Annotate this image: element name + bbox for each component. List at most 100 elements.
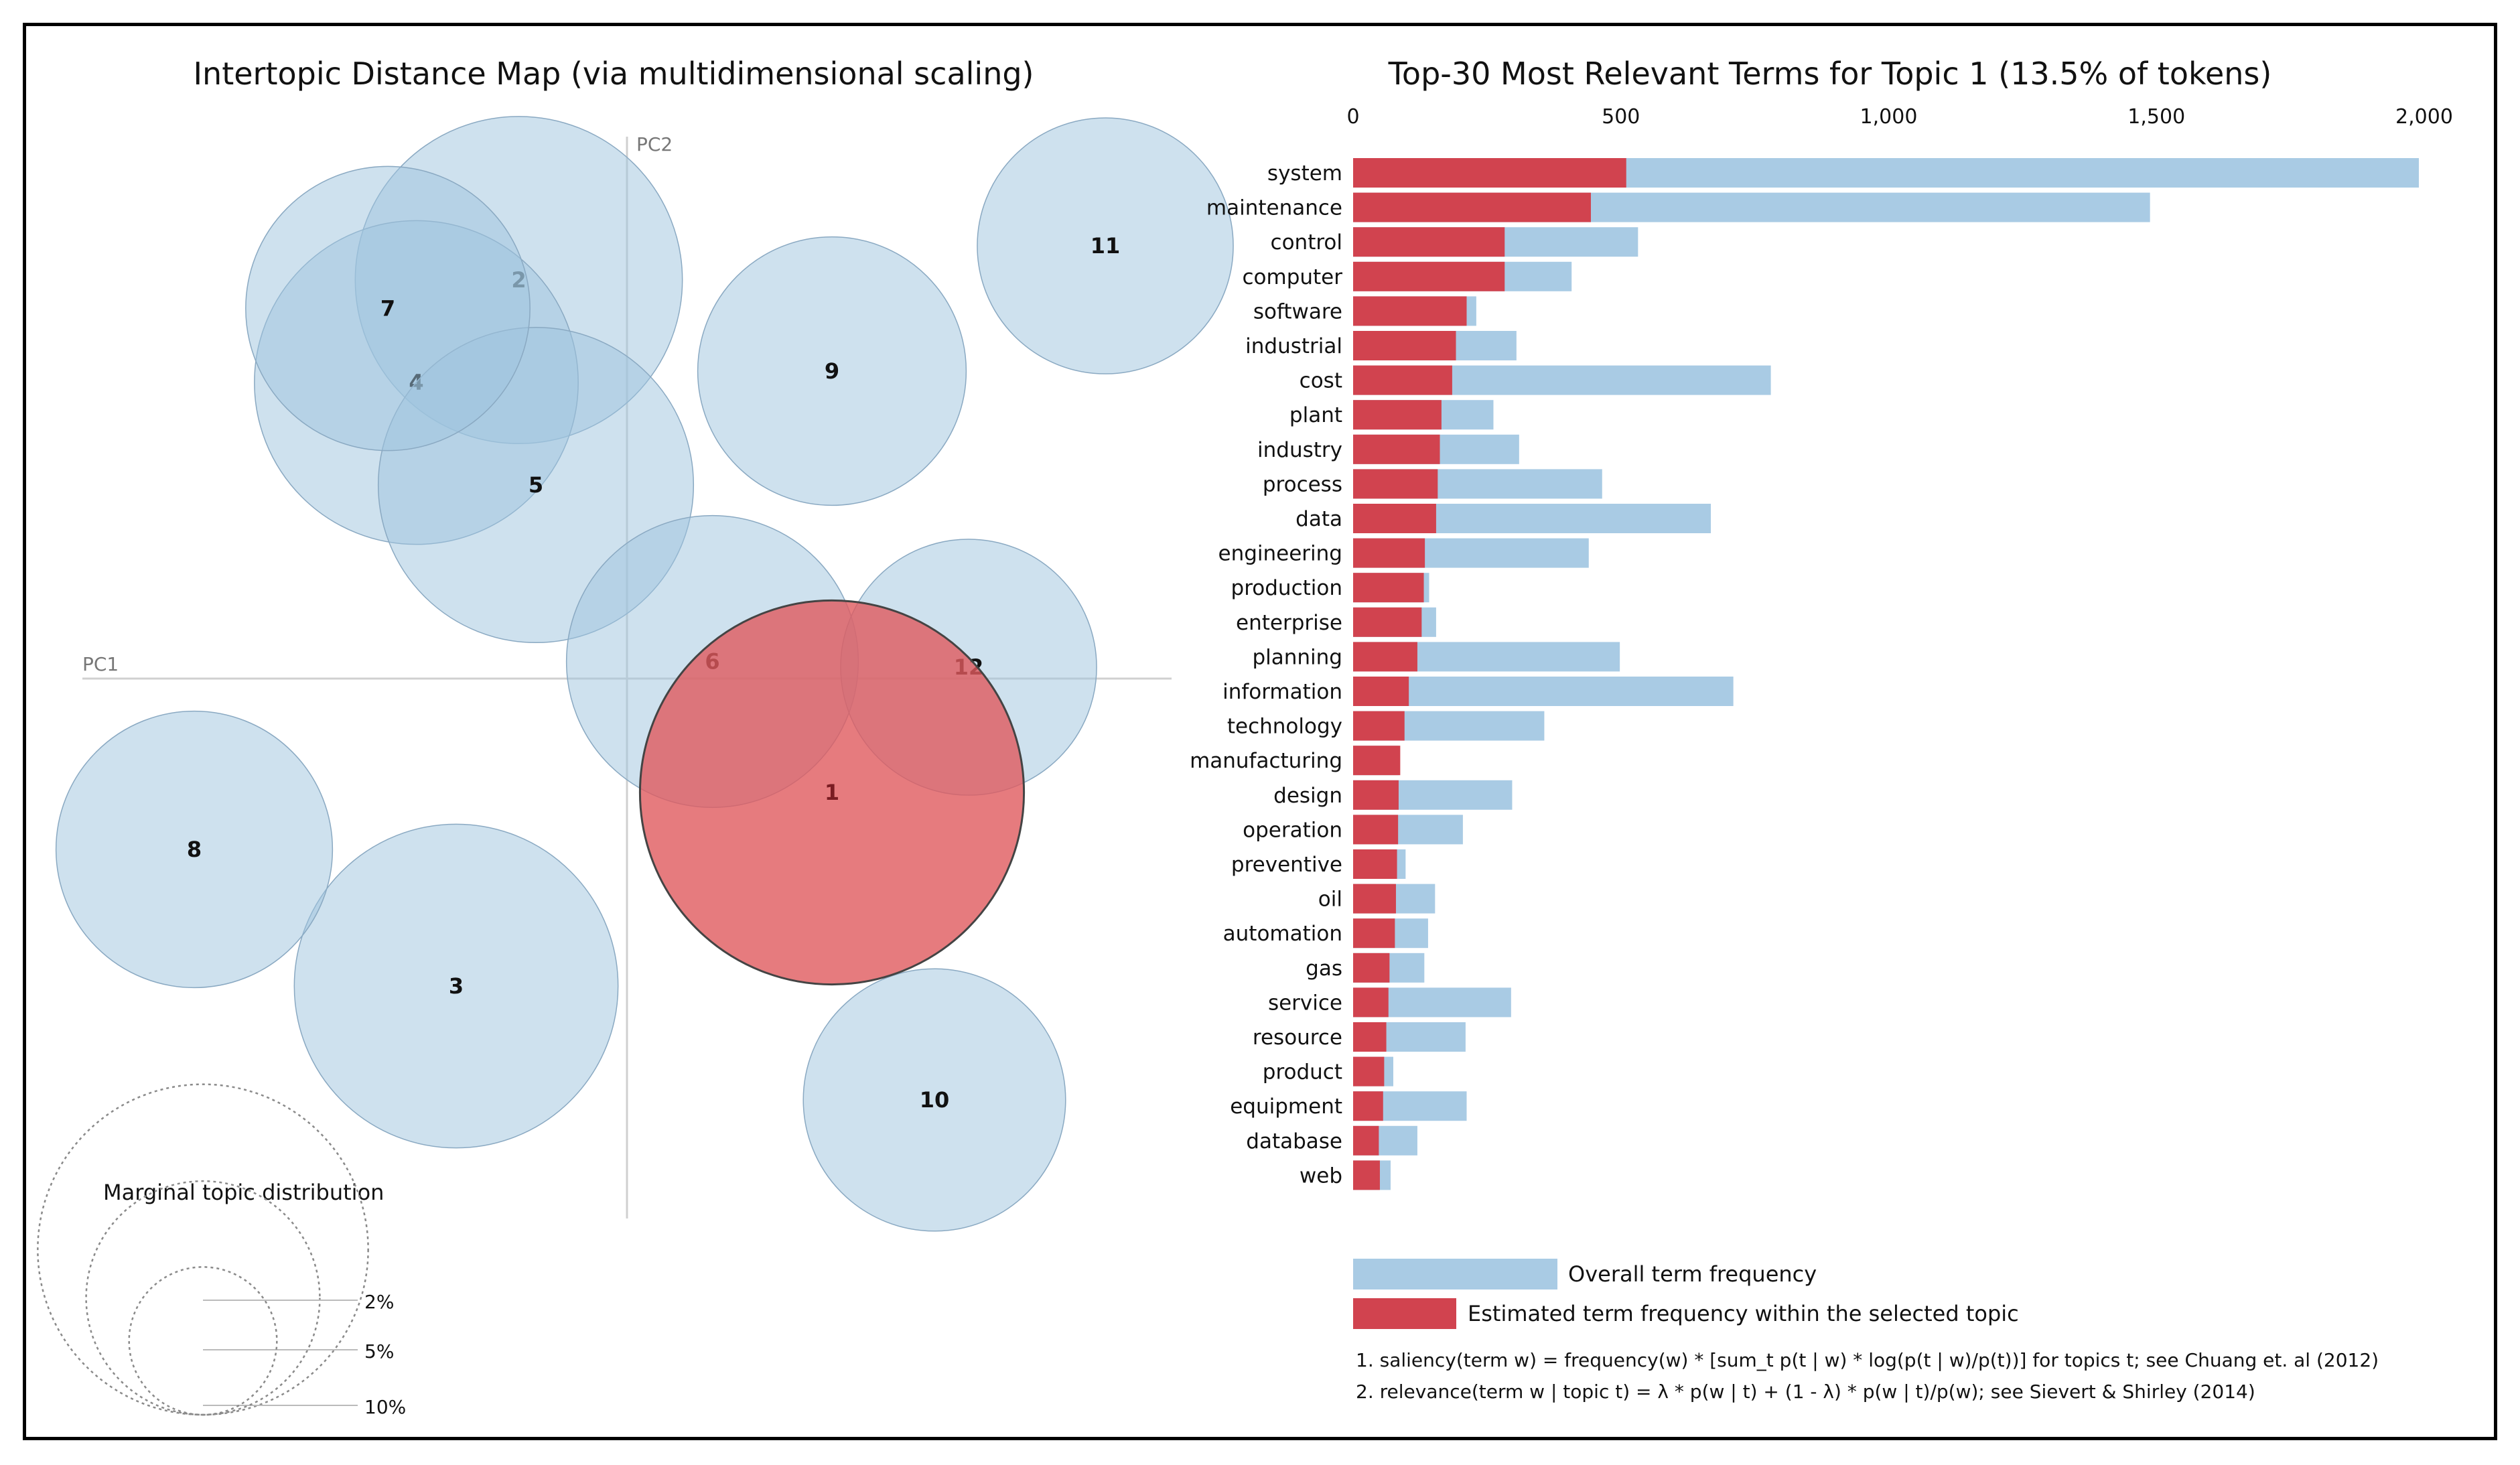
term-row-automation[interactable]: automation [1223, 918, 1428, 949]
topic-bar-manufacturing[interactable] [1353, 746, 1401, 776]
footnote-relevance: 2. relevance(term w | topic t) = λ * p(w… [1356, 1381, 2255, 1403]
term-label-planning: planning [1252, 645, 1342, 669]
footnotes: 1. saliency(term w) = frequency(w) * [su… [1356, 1349, 2379, 1403]
term-row-operation[interactable]: operation [1243, 815, 1463, 845]
topic-bar-preventive[interactable] [1353, 849, 1397, 879]
term-label-product: product [1263, 1060, 1342, 1085]
topic-bar-information[interactable] [1353, 677, 1409, 706]
term-label-production: production [1231, 576, 1342, 600]
term-row-design[interactable]: design [1273, 780, 1513, 810]
term-row-production[interactable]: production [1231, 573, 1429, 603]
size-legend-title: Marginal topic distribution [103, 1180, 384, 1205]
term-label-industry: industry [1257, 438, 1342, 462]
topic-bar-process[interactable] [1353, 469, 1438, 499]
term-row-preventive[interactable]: preventive [1231, 849, 1406, 879]
ldavis-panel: Intertopic Distance Map (via multidimens… [23, 23, 2497, 1440]
topic-bar-industry[interactable] [1353, 434, 1440, 464]
topic-label-10: 10 [920, 1087, 950, 1113]
term-label-equipment: equipment [1230, 1095, 1342, 1119]
term-row-resource[interactable]: resource [1253, 1022, 1466, 1052]
topic-bar-service[interactable] [1353, 987, 1389, 1018]
topic-bar-plant[interactable] [1353, 400, 1442, 430]
term-row-product[interactable]: product [1263, 1056, 1393, 1087]
term-row-database[interactable]: database [1246, 1125, 1417, 1156]
size-legend-circles [37, 1083, 369, 1416]
term-row-information[interactable]: information [1222, 677, 1734, 706]
term-bars: system maintenance control computer software… [1190, 158, 2420, 1190]
topic-bar-resource[interactable] [1353, 1022, 1387, 1052]
term-row-manufacturing[interactable]: manufacturing [1190, 746, 1401, 776]
topic-bubbles: 234567891011121 [55, 116, 1234, 1232]
topic-circle-10[interactable] [802, 968, 1066, 1232]
topic-bubble-11[interactable]: 11 [977, 117, 1234, 374]
term-row-equipment[interactable]: equipment [1230, 1091, 1467, 1121]
overall-bar-information[interactable] [1353, 677, 1734, 706]
topic-bar-software[interactable] [1353, 296, 1467, 326]
term-row-oil[interactable]: oil [1318, 884, 1436, 914]
term-label-maintenance: maintenance [1206, 196, 1342, 220]
term-row-process[interactable]: process [1263, 469, 1602, 499]
topic-bar-engineering[interactable] [1353, 538, 1425, 568]
size-legend-label-2pct: 2% [364, 1291, 394, 1313]
term-label-technology: technology [1227, 715, 1342, 739]
term-row-plant[interactable]: plant [1289, 400, 1494, 430]
topic-bar-system[interactable] [1353, 158, 1626, 188]
topic-bubble-9[interactable]: 9 [697, 236, 967, 506]
topic-bubble-1[interactable]: 1 [638, 599, 1026, 986]
bar-x-axis-ticks: 0 500 1,000 1,500 2,000 [1346, 105, 2452, 129]
topic-circle-8[interactable] [55, 710, 334, 989]
topic-bar-production[interactable] [1353, 573, 1424, 603]
x-tick-label-4: 2,000 [2395, 105, 2453, 129]
topic-bar-automation[interactable] [1353, 918, 1395, 949]
term-label-control: control [1271, 230, 1342, 255]
topic-bar-maintenance[interactable] [1353, 192, 1591, 222]
topic-circle-3[interactable] [293, 823, 619, 1149]
term-row-cost[interactable]: cost [1300, 365, 1771, 395]
topic-bar-enterprise[interactable] [1353, 607, 1422, 637]
topic-circle-9[interactable] [697, 236, 967, 506]
topic-bar-web[interactable] [1353, 1160, 1380, 1190]
topic-bar-computer[interactable] [1353, 261, 1505, 291]
topic-bar-planning[interactable] [1353, 642, 1417, 672]
topic-bar-industrial[interactable] [1353, 331, 1456, 360]
topic-circle-1[interactable] [638, 599, 1026, 986]
term-row-system[interactable]: system [1267, 158, 2420, 188]
topic-bar-data[interactable] [1353, 504, 1436, 533]
topic-circle-7[interactable] [245, 165, 531, 451]
bar-legend: Overall term frequency Estimated term fr… [1353, 1259, 2019, 1329]
topic-bubble-7[interactable]: 7 [245, 165, 531, 451]
term-row-industry[interactable]: industry [1257, 434, 1519, 464]
topic-bar-oil[interactable] [1353, 884, 1396, 914]
topic-bubble-8[interactable]: 8 [55, 710, 334, 989]
topic-bar-control[interactable] [1353, 227, 1505, 257]
term-label-design: design [1273, 784, 1342, 808]
topic-bar-product[interactable] [1353, 1056, 1385, 1087]
topic-bar-operation[interactable] [1353, 815, 1399, 845]
topic-bubble-10[interactable]: 10 [802, 968, 1066, 1232]
topic-label-8: 8 [187, 837, 202, 862]
topic-bar-database[interactable] [1353, 1125, 1379, 1156]
term-row-data[interactable]: data [1296, 504, 1711, 533]
term-row-gas[interactable]: gas [1306, 953, 1425, 983]
term-label-enterprise: enterprise [1236, 611, 1342, 635]
term-row-control[interactable]: control [1271, 227, 1638, 257]
topic-bubble-3[interactable]: 3 [293, 823, 619, 1149]
term-row-planning[interactable]: planning [1252, 642, 1620, 672]
legend-overall-swatch [1353, 1259, 1557, 1289]
topic-bar-gas[interactable] [1353, 953, 1390, 983]
term-label-operation: operation [1243, 818, 1342, 842]
topic-bar-equipment[interactable] [1353, 1091, 1383, 1121]
topic-bar-cost[interactable] [1353, 365, 1452, 395]
term-row-technology[interactable]: technology [1227, 711, 1545, 741]
topic-circle-11[interactable] [977, 117, 1234, 374]
term-row-enterprise[interactable]: enterprise [1236, 607, 1436, 637]
term-row-maintenance[interactable]: maintenance [1206, 192, 2150, 222]
topic-bar-technology[interactable] [1353, 711, 1405, 741]
term-row-engineering[interactable]: engineering [1218, 538, 1589, 568]
term-row-service[interactable]: service [1268, 987, 1511, 1018]
term-row-software[interactable]: software [1253, 296, 1476, 326]
term-row-web[interactable]: web [1300, 1160, 1391, 1190]
term-row-industrial[interactable]: industrial [1245, 331, 1517, 360]
topic-bar-design[interactable] [1353, 780, 1399, 810]
term-row-computer[interactable]: computer [1242, 261, 1572, 291]
